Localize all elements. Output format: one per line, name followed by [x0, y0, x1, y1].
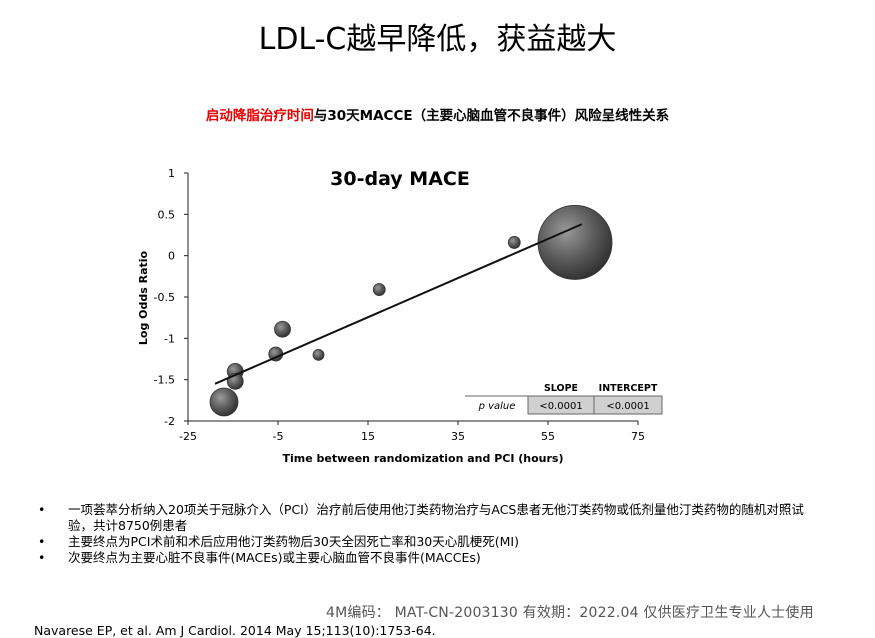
bubble-point [274, 320, 291, 338]
x-tick-label: 15 [361, 430, 375, 443]
footer-code: 4M编码： MAT-CN-2003130 有效期：2022.04 仅供医疗卫生专… [326, 605, 814, 621]
y-tick-label: 0.5 [158, 208, 176, 221]
x-axis-ticks: -25 -5 15 35 55 75 [179, 421, 645, 443]
x-tick-label: -25 [179, 430, 197, 443]
scatter-chart: 30-day MACE 1 0.5 0 -0.5 -1 -1.5 -2 -25 -5 15 35 5… [137, 167, 663, 465]
bullet-icon: • [38, 550, 46, 565]
bubble-point [537, 205, 613, 280]
bubble-point [312, 348, 325, 361]
page-subtitle: 启动降脂治疗时间与30天MACCE（主要心脑血管不良事件）风险呈线性关系 [0, 104, 875, 124]
table-value-intercept: <0.0001 [606, 401, 649, 412]
bullet-text: 主要终点为PCI术前和术后应用他汀类药物后30天全因死亡率和30天心肌梗死(MI… [68, 534, 519, 549]
y-tick-label: 0 [168, 250, 175, 263]
y-axis-label: Log Odds Ratio [137, 250, 150, 345]
y-tick-label: 1 [168, 167, 175, 180]
list-item: • 次要终点为主要心脏不良事件(MACEs)或主要心脑血管不良事件(MACCEs… [38, 550, 828, 566]
y-tick-label: -1.5 [154, 374, 175, 387]
chart-title: 30-day MACE [330, 168, 470, 190]
bubble-point [507, 236, 521, 249]
table-cell-intercept [593, 395, 663, 415]
bullet-text: 次要终点为主要心脏不良事件(MACEs)或主要心脑血管不良事件(MACCEs) [68, 550, 481, 565]
citation: Navarese EP, et al. Am J Cardiol. 2014 M… [34, 623, 436, 638]
bullet-list: • 一项荟萃分析纳入20项关于冠脉介入（PCI）治疗前后使用他汀类药物治疗与AC… [38, 502, 828, 566]
trend-line [214, 223, 583, 385]
page-title: LDL-C越早降低，获益越大 [258, 22, 617, 57]
table-header-intercept: INTERCEPT [599, 383, 658, 394]
bubble-series [209, 205, 613, 417]
bubble-point [209, 387, 239, 417]
y-tick-label: -2 [164, 415, 175, 428]
x-tick-label: 55 [541, 430, 555, 443]
bubble-point [372, 283, 386, 296]
y-tick-label: -1 [164, 332, 175, 345]
bullet-text: 一项荟萃分析纳入20项关于冠脉介入（PCI）治疗前后使用他汀类药物治疗与ACS患… [68, 502, 804, 533]
y-axis-ticks: 1 0.5 0 -0.5 -1 -1.5 -2 [154, 167, 188, 428]
x-axis-label: Time between randomization and PCI (hour… [282, 452, 563, 465]
x-tick-label: -5 [273, 430, 284, 443]
list-item: • 主要终点为PCI术前和术后应用他汀类药物后30天全因死亡率和30天心肌梗死(… [38, 534, 828, 550]
x-tick-label: 35 [451, 430, 465, 443]
subtitle-rest: 与30天MACCE（主要心脑血管不良事件）风险呈线性关系 [313, 108, 670, 124]
list-item: • 一项荟萃分析纳入20项关于冠脉介入（PCI）治疗前后使用他汀类药物治疗与AC… [38, 502, 828, 534]
bullet-icon: • [38, 534, 46, 549]
x-tick-label: 75 [631, 430, 645, 443]
stats-table: SLOPE INTERCEPT p value <0.0001 <0.0001 [465, 383, 663, 415]
bullet-icon: • [38, 502, 46, 517]
subtitle-highlight: 启动降脂治疗时间 [205, 108, 314, 124]
table-header-slope: SLOPE [544, 383, 578, 394]
table-row-label: p value [478, 401, 516, 412]
y-tick-label: -0.5 [154, 291, 175, 304]
table-value-slope: <0.0001 [539, 401, 582, 412]
